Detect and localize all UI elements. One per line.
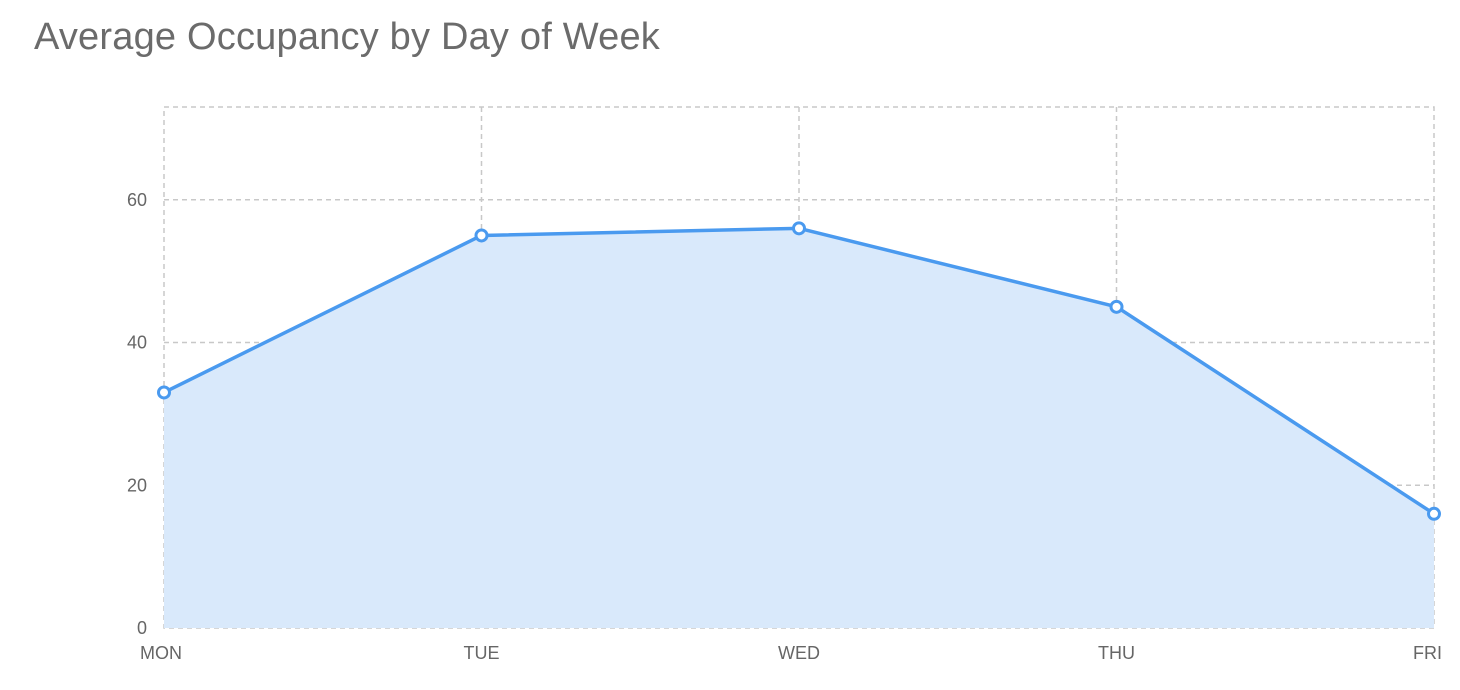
label-layer: 0 20 40 60 MON TUE WED THU FRI [127, 190, 1442, 663]
x-tick-label: WED [778, 643, 820, 663]
x-tick-label: MON [140, 643, 182, 663]
data-point [1427, 506, 1441, 521]
y-tick-label: 0 [137, 618, 147, 638]
chart-title: Average Occupancy by Day of Week [34, 16, 660, 58]
area-layer [164, 228, 1434, 628]
data-point [1109, 299, 1124, 314]
y-tick-label: 20 [127, 475, 147, 495]
y-tick-label: 60 [127, 190, 147, 210]
x-tick-label: TUE [464, 643, 500, 663]
data-point [157, 385, 171, 400]
y-tick-label: 40 [127, 333, 147, 353]
x-tick-label: FRI [1413, 643, 1442, 663]
data-point [474, 228, 489, 243]
point-layer [157, 221, 1441, 521]
series-area [164, 228, 1434, 628]
data-point [792, 221, 806, 236]
x-tick-label: THU [1098, 643, 1135, 663]
